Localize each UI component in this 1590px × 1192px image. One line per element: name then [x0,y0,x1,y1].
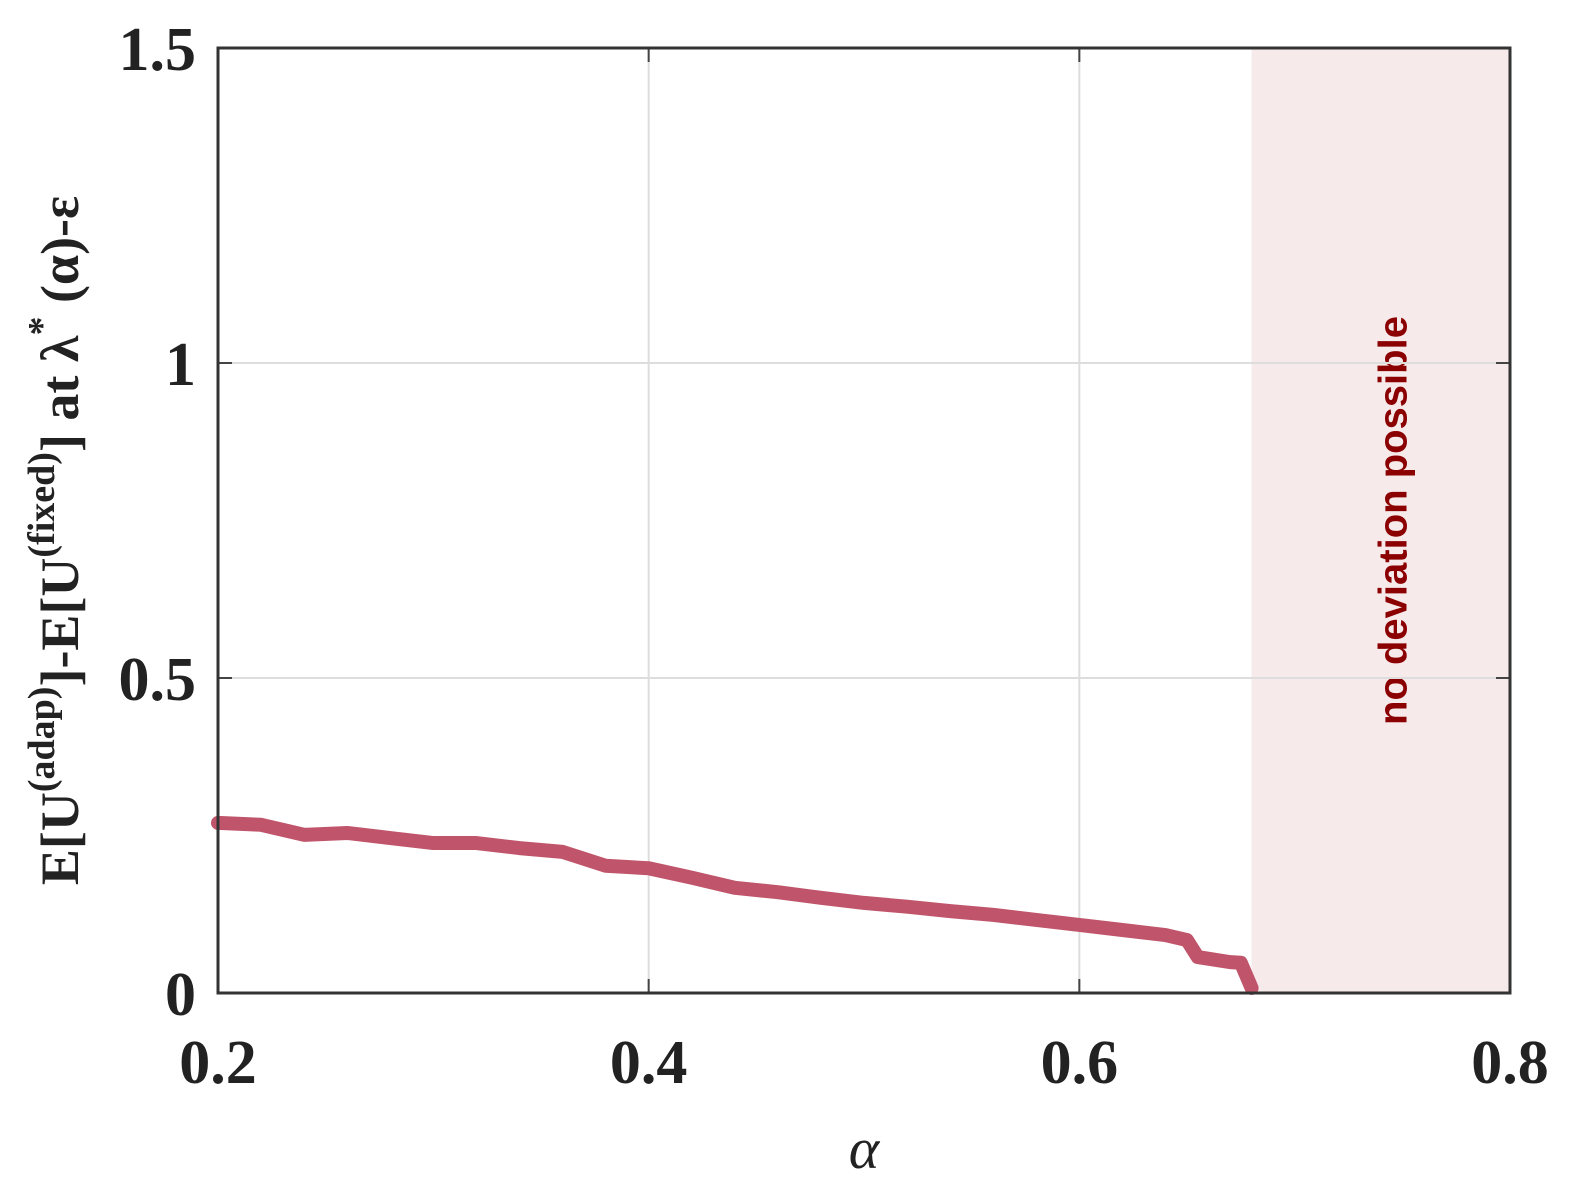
x-tick-label: 0.4 [610,1029,688,1097]
shaded-region [1251,48,1510,993]
y-axis-label-part: ]-E[U [30,558,90,687]
y-axis-label-part: (adap) [21,687,63,793]
y-axis-label-part: (α)-ε [30,196,90,317]
y-tick-label: 1.5 [119,16,197,84]
x-tick-label: 0.6 [1041,1029,1119,1097]
y-axis-label-part: * [21,317,63,336]
y-tick-label: 0.5 [119,646,197,714]
plot-frame [216,46,1512,995]
region-annotation: no deviation possible [1371,316,1415,725]
x-tick-label: 0.8 [1471,1029,1549,1097]
y-axis-label-part: (fixed) [21,452,63,558]
y-tick-label: 0 [165,961,196,1029]
y-axis-label: E[U(adap)]-E[U(fixed)] at λ* (α)-ε [21,196,90,885]
y-axis-label-part: E[U [30,792,90,885]
x-axis-label: α [849,1116,881,1181]
y-axis-label-part: ] at λ [30,335,90,452]
x-tick-label: 0.2 [179,1029,257,1097]
y-tick-label: 1 [165,331,196,399]
data-line [211,815,1259,995]
